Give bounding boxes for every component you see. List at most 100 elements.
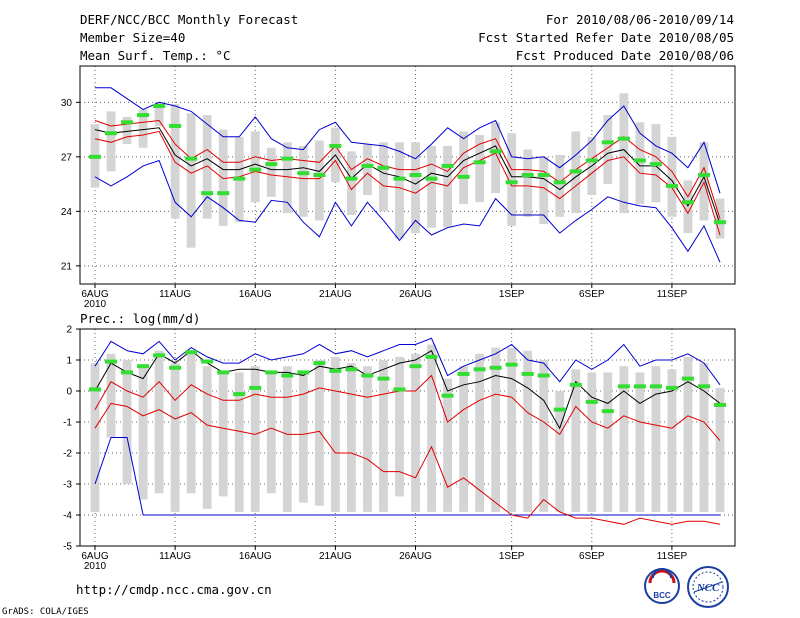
figure-title: DERF/NCC/BCC Monthly Forecast [80, 12, 298, 27]
temp-observed-marker [121, 120, 134, 125]
prec-year-label: 2010 [84, 561, 107, 572]
prec-x-tick-label: 11AUG [159, 551, 191, 562]
temp-observed-marker [537, 173, 550, 177]
prec-x-tick-label: 1SEP [499, 551, 525, 562]
temp-ensemble-box [443, 145, 452, 228]
prec-ensemble-box [427, 344, 436, 512]
prec-ensemble-box [715, 387, 725, 512]
prec-observed-marker [697, 384, 710, 389]
forecast-started-date: Fcst Started Refer Date 2010/08/05 [478, 30, 734, 45]
temp-ensemble-box [395, 142, 404, 239]
temp-ensemble-box [347, 151, 356, 215]
prec-ensemble-box [635, 372, 645, 512]
prec-observed-marker [521, 371, 534, 376]
prec-observed-marker [537, 373, 550, 378]
temp-x-tick-label: 1SEP [499, 289, 525, 300]
prec-ensemble-box [619, 366, 629, 512]
temp-ensemble-box [106, 111, 116, 172]
prec-ensemble-box [218, 372, 228, 497]
prec-ensemble-box [202, 366, 212, 509]
prec-ensemble-box [395, 356, 404, 497]
temp-max-line [95, 87, 721, 194]
temp-upper-quartile-line [94, 119, 721, 219]
temp-ensemble-box [138, 109, 148, 148]
prec-min-line [94, 437, 720, 516]
temp-observed-marker [521, 173, 534, 177]
temp-observed-marker [377, 165, 390, 170]
temp-ensemble-box [523, 149, 533, 217]
temp-ensemble-box [379, 142, 388, 212]
temp-observed-marker [105, 131, 118, 136]
temp-observed-marker [313, 173, 326, 177]
temp-observed-marker [617, 136, 630, 141]
temp-observed-marker [585, 158, 598, 163]
temp-observed-marker [217, 191, 230, 196]
temp-y-tick-label: 27 [61, 152, 73, 163]
prec-observed-marker [345, 367, 358, 372]
prec-ensemble-box [507, 347, 517, 512]
prec-observed-marker [233, 392, 246, 397]
temp-ensemble-box [298, 145, 308, 217]
prec-ensemble-box [122, 360, 132, 484]
prec-ensemble-box [347, 363, 356, 512]
prec-observed-marker [441, 393, 454, 398]
temp-observed-marker [665, 183, 678, 188]
prec-ensemble-box [298, 372, 308, 503]
temp-x-tick-label: 21AUG [319, 289, 352, 300]
prec-ensemble-box [475, 353, 485, 512]
temp-ensemble-box [266, 147, 276, 197]
prec-frame [79, 328, 736, 547]
temp-x-tick-label: 6AUG [81, 289, 108, 300]
temp-observed-marker [137, 113, 150, 118]
temp-x-tick-label: 6SEP [579, 289, 605, 300]
prec-observed-marker [249, 385, 262, 390]
temp-observed-marker [88, 154, 102, 159]
precip-panel-title: Prec.: log(mm/d) [80, 311, 200, 326]
temp-ensemble-box [539, 156, 549, 225]
prec-ensemble-box [603, 372, 613, 512]
temp-frame [79, 65, 736, 285]
temp-ensemble-box [427, 145, 436, 228]
prec-observed-marker [153, 353, 166, 358]
temp-observed-marker [153, 103, 166, 108]
prec-observed-marker [665, 385, 678, 390]
prec-observed-marker [121, 370, 134, 375]
prec-ensemble-box [106, 353, 116, 438]
prec-y-tick-label: -3 [63, 480, 72, 491]
prec-max-line [94, 337, 721, 386]
temp-observed-marker [345, 176, 358, 181]
prec-upper-quartile-line [94, 374, 721, 441]
variable-label: Mean Surf. Temp.: °C [80, 48, 231, 63]
prec-observed-marker [409, 364, 422, 369]
prec-ensemble-box [138, 366, 148, 500]
prec-observed-marker [281, 373, 294, 378]
prec-observed-marker [361, 373, 374, 378]
temp-observed-marker [601, 140, 614, 145]
temp-observed-marker [265, 162, 278, 167]
temp-observed-marker [233, 176, 246, 181]
prec-ensemble-box [90, 363, 100, 512]
prec-observed-marker [217, 370, 230, 375]
temp-observed-marker [361, 163, 374, 168]
prec-ensemble-box [459, 366, 468, 512]
temp-ensemble-box [507, 133, 517, 226]
temp-observed-marker [441, 163, 454, 168]
prec-ensemble-box [170, 363, 180, 512]
temperature-panel: 21 24 27 30 6AUG 11AUG 16AUG 21AUG 26AUG 1SEP 6SEP… [61, 65, 736, 310]
temp-ensemble-box [154, 102, 164, 126]
prec-observed-marker [633, 384, 646, 389]
prec-observed-marker [553, 407, 566, 412]
prec-observed-marker [585, 399, 598, 404]
prec-ensemble-box [282, 366, 292, 512]
temp-x-tick-label: 11SEP [657, 289, 688, 300]
temp-observed-marker [409, 173, 422, 177]
temp-ensemble-box [555, 155, 565, 217]
prec-observed-marker [137, 364, 150, 369]
temp-y-tick-label: 30 [61, 98, 73, 109]
prec-observed-marker [601, 409, 614, 414]
prec-ensemble-box [186, 353, 196, 494]
temp-y-tick-label: 24 [61, 207, 73, 218]
prec-observed-marker [105, 359, 118, 364]
prec-x-tick-label: 21AUG [319, 551, 352, 562]
